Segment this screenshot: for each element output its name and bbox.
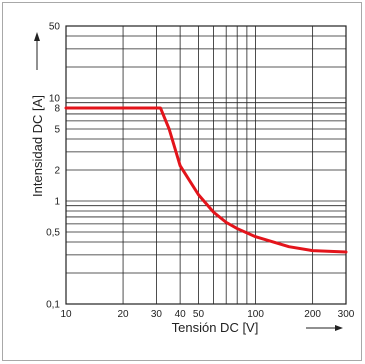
x-tick-label: 40 bbox=[175, 309, 187, 320]
x-tick-label: 10 bbox=[60, 309, 72, 320]
y-tick-labels: 0,1 0,5 1 2 5 810 50 bbox=[46, 22, 60, 311]
x-tick-label: 30 bbox=[151, 309, 163, 320]
y-tick-label: 50 bbox=[49, 22, 61, 33]
y-tick-label: 8 bbox=[54, 103, 60, 114]
x-tick-labels: 10 20 30 40 50 100 200 300 bbox=[60, 309, 354, 320]
y-tick-label: 1 bbox=[54, 196, 60, 207]
x-axis-label: Tensión DC [V] bbox=[172, 320, 259, 335]
y-axis-label: Intensidad DC [A] bbox=[30, 95, 45, 197]
y-tick-label: 0,1 bbox=[46, 300, 60, 311]
x-tick-label: 200 bbox=[304, 309, 321, 320]
x-tick-label: 50 bbox=[193, 309, 205, 320]
plot-area bbox=[65, 25, 347, 305]
chart-frame bbox=[2, 2, 362, 361]
x-tick-label: 300 bbox=[338, 309, 355, 320]
series-layer bbox=[64, 106, 348, 254]
y-tick-label: 10 bbox=[49, 93, 61, 104]
x-tick-label: 20 bbox=[118, 309, 130, 320]
y-tick-label: 0,5 bbox=[46, 228, 60, 239]
y-tick-label: 5 bbox=[54, 125, 60, 136]
y-tick-label: 2 bbox=[54, 165, 60, 176]
x-tick-label: 100 bbox=[247, 309, 264, 320]
y-axis-arrow bbox=[34, 32, 40, 70]
x-axis-arrow bbox=[306, 325, 343, 331]
grid bbox=[65, 25, 347, 305]
series-line bbox=[64, 106, 348, 254]
